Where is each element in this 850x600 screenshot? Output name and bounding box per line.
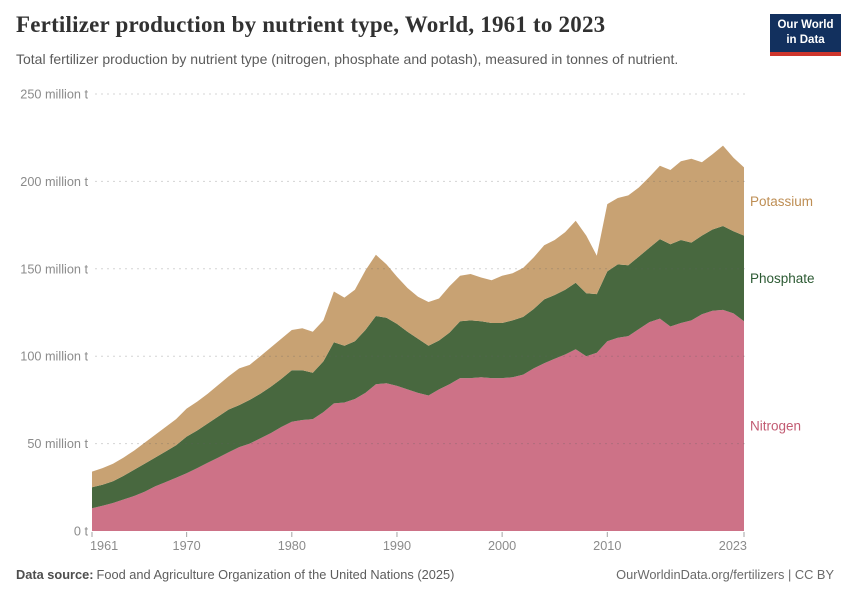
xtick-label-2010: 2010 [593,539,621,553]
xtick-label-1970: 1970 [173,539,201,553]
legend-label-potassium[interactable]: Potassium [750,194,813,209]
ytick-label-200: 200 million t [20,175,88,189]
area-potassium[interactable] [92,145,744,488]
xtick-label-2000: 2000 [488,539,516,553]
data-source: Data source: Food and Agriculture Organiz… [16,567,454,582]
xtick-label-2023: 2023 [719,539,747,553]
ytick-label-0: 0 t [74,525,89,539]
ytick-label-100: 100 million t [20,350,88,364]
xtick-label-1990: 1990 [383,539,411,553]
area-nitrogen[interactable] [92,309,744,531]
owid-logo-line1: Our World [777,19,834,32]
owid-logo[interactable]: Our World in Data [770,14,841,56]
legend-label-nitrogen[interactable]: Nitrogen [750,419,801,434]
owid-logo-line2: in Data [786,34,825,46]
credit-link[interactable]: OurWorldinData.org/fertilizers | CC BY [616,567,834,582]
ytick-label-150: 150 million t [20,262,88,276]
chart-subtitle: Total fertilizer production by nutrient … [16,51,679,67]
data-source-text: Food and Agriculture Organization of the… [96,567,455,582]
area-phosphate[interactable] [92,226,744,509]
ytick-label-250: 250 million t [20,88,88,102]
data-source-label: Data source: [16,567,94,582]
legend-label-phosphate[interactable]: Phosphate [750,271,815,286]
xtick-label-1961: 1961 [90,539,118,553]
page-title: Fertilizer production by nutrient type, … [16,12,606,37]
ytick-label-50: 50 million t [27,437,88,451]
xtick-label-1980: 1980 [278,539,306,553]
